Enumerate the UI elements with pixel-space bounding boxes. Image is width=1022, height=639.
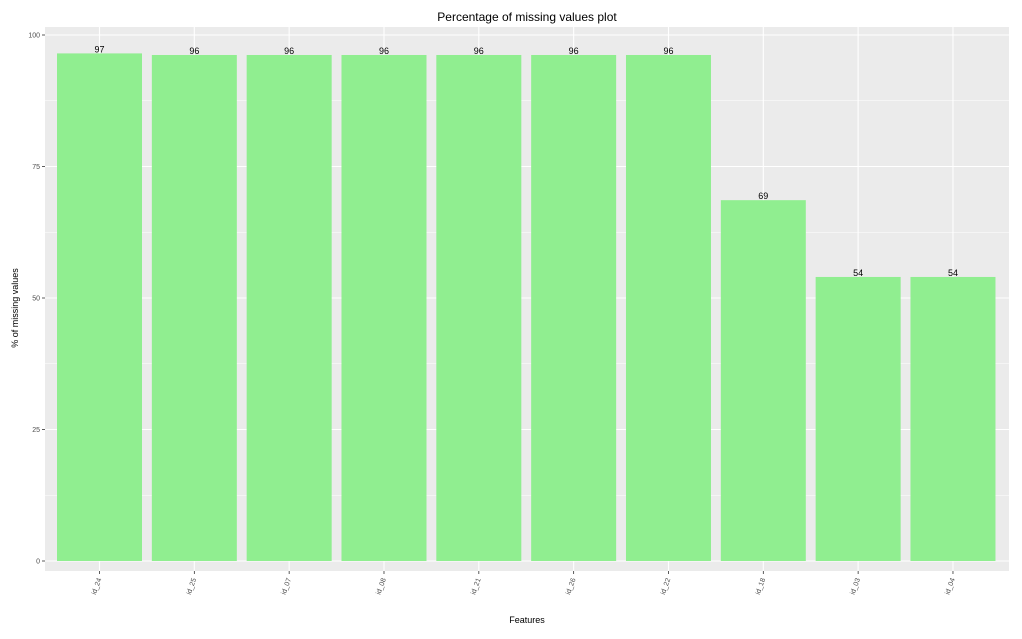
bar-id_25 xyxy=(151,54,237,561)
data-label-id_03: 54 xyxy=(853,268,863,278)
data-label-id_21: 96 xyxy=(474,46,484,56)
y-tick-label: 25 xyxy=(32,427,40,434)
y-tick-label: 50 xyxy=(32,296,40,303)
data-label-id_25: 96 xyxy=(189,46,199,56)
bar-id_24 xyxy=(57,53,142,561)
x-tick-label-id_04: id_04 xyxy=(944,577,956,596)
bar-id_07 xyxy=(246,54,332,561)
data-label-id_08: 96 xyxy=(379,46,389,56)
y-tick-label: 75 xyxy=(32,164,40,171)
x-tick-label-id_03: id_03 xyxy=(850,577,862,596)
x-tick-label-id_21: id_21 xyxy=(470,577,482,596)
x-tick-label-id_08: id_08 xyxy=(375,577,387,596)
x-tick-label-id_26: id_26 xyxy=(565,577,577,596)
y-tick-label: 100 xyxy=(28,33,40,40)
bar-id_04 xyxy=(910,276,996,561)
data-label-id_07: 96 xyxy=(284,46,294,56)
chart-title: Percentage of missing values plot xyxy=(437,10,617,24)
data-label-id_04: 54 xyxy=(948,268,958,278)
bar-id_22 xyxy=(625,54,711,561)
data-label-id_24: 97 xyxy=(94,44,104,54)
data-labels: 97 96 96 96 96 96 96 69 54 54 xyxy=(94,44,957,278)
x-tick-label-id_18: id_18 xyxy=(755,577,767,596)
bar-id_08 xyxy=(341,54,427,561)
y-axis: 0 25 50 75 100 xyxy=(28,33,45,566)
x-tick-label-id_24: id_24 xyxy=(91,577,103,596)
bar-id_03 xyxy=(815,276,901,561)
bar-id_18 xyxy=(720,200,806,561)
x-axis: id_24 id_25 id_07 id_08 id_21 id_26 id_22 id_18… xyxy=(91,571,957,596)
x-tick-label-id_07: id_07 xyxy=(281,577,293,596)
data-label-id_18: 69 xyxy=(758,191,768,201)
bar-id_21 xyxy=(436,54,522,561)
bar-id_26 xyxy=(531,54,617,561)
data-label-id_26: 96 xyxy=(569,46,579,56)
bars xyxy=(57,53,996,561)
x-tick-label-id_22: id_22 xyxy=(660,577,672,596)
y-tick-label: 0 xyxy=(36,559,40,566)
x-axis-title: Features xyxy=(509,615,545,625)
data-label-id_22: 96 xyxy=(663,46,673,56)
y-axis-title: % of missing values xyxy=(10,268,20,348)
x-tick-label-id_25: id_25 xyxy=(186,577,198,596)
